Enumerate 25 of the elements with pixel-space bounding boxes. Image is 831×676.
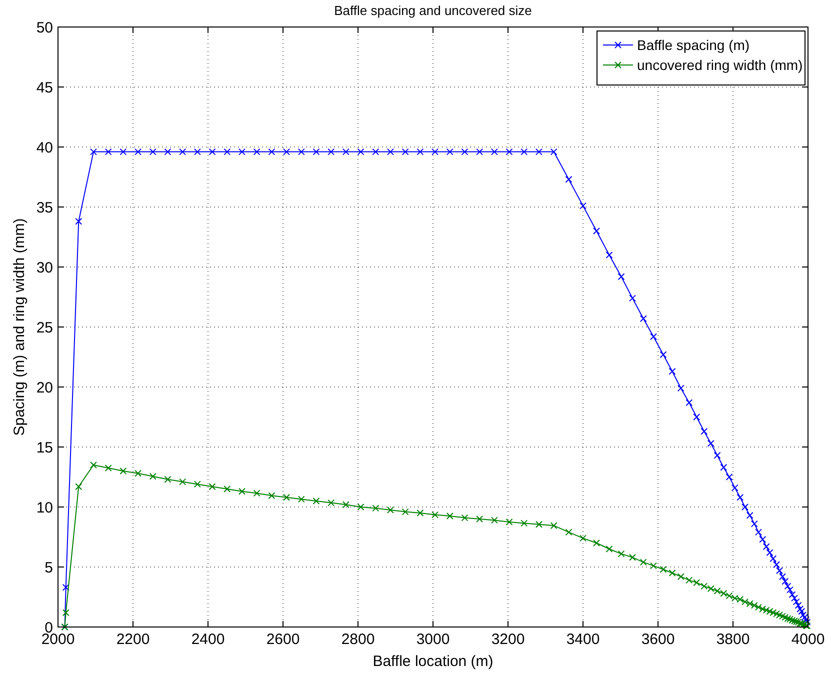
y-axis-title: Spacing (m) and ring width (mm) — [11, 218, 28, 436]
chart-title: Baffle spacing and uncovered size — [334, 3, 532, 18]
y-tick-label: 50 — [36, 19, 53, 36]
x-tick-label: 3200 — [491, 631, 525, 648]
y-tick-label: 45 — [36, 79, 53, 96]
x-tick-label: 2400 — [191, 631, 225, 648]
y-tick-label: 35 — [36, 199, 53, 216]
y-tick-label: 30 — [36, 259, 53, 276]
x-tick-label: 2200 — [116, 631, 150, 648]
legend-label: uncovered ring width (mm) — [637, 56, 803, 73]
x-tick-label: 2800 — [341, 631, 375, 648]
legend-label: Baffle spacing (m) — [637, 36, 750, 53]
y-tick-label: 15 — [36, 439, 53, 456]
x-tick-label: 4000 — [791, 631, 825, 648]
x-tick-label: 3600 — [641, 631, 675, 648]
x-tick-label: 3800 — [716, 631, 750, 648]
y-tick-label: 10 — [36, 499, 53, 516]
y-tick-label: 25 — [36, 319, 53, 336]
x-tick-label: 3000 — [416, 631, 450, 648]
y-tick-label: 5 — [44, 559, 53, 576]
x-tick-label: 2600 — [266, 631, 300, 648]
x-tick-label: 3400 — [566, 631, 600, 648]
y-tick-label: 40 — [36, 139, 53, 156]
x-axis-title: Baffle location (m) — [372, 653, 494, 670]
y-tick-label: 20 — [36, 379, 53, 396]
